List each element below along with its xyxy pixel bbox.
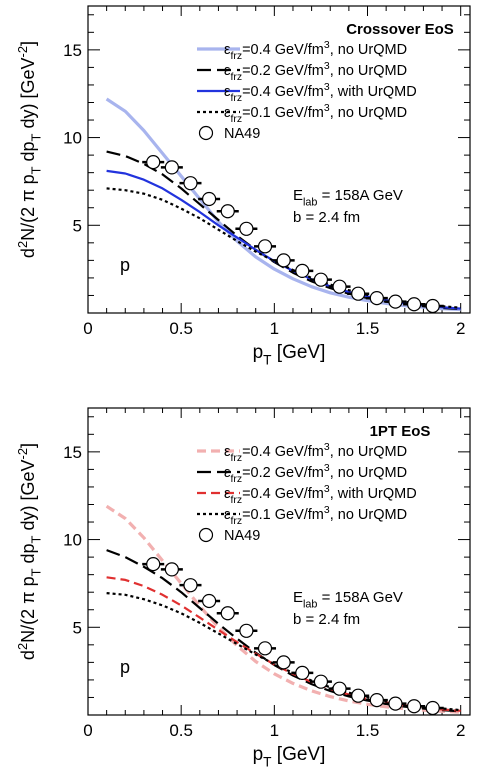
y-axis-label: d2N/(2 π pT dpT dy) [GeV-2] (15, 41, 44, 258)
y-axis-label: d2N/(2 π pT dpT dy) [GeV-2] (15, 443, 44, 660)
y-tick-label: 15 (63, 41, 82, 60)
data-point (332, 681, 347, 696)
x-axis-label: pT [GeV] (253, 744, 326, 768)
data-point (146, 557, 161, 572)
series-line-1 (105, 97, 461, 312)
energy-annotation: Elab = 158A GeV (293, 589, 403, 610)
plot-frame (87, 5, 471, 314)
chart-panel-1: 0 0.5 1 1.5 2 5 10 15 pT [GeV] d2N/(2 π pT dpT dy… (15, 5, 471, 368)
data-point (239, 221, 254, 236)
impact-annotation: b = 2.4 fm (293, 209, 360, 226)
x-tick-label: 2 (456, 319, 465, 338)
data-point (183, 578, 198, 593)
legend-marker-na49 (198, 527, 214, 543)
data-point (388, 696, 403, 711)
energy-annotation: Elab = 158A GeV (293, 187, 403, 208)
data-point (369, 290, 384, 306)
data-point (202, 191, 217, 207)
x-tick-label: 0.5 (169, 319, 193, 338)
x-tick-label: 1 (270, 721, 279, 740)
legend-label-3: εfrz=0.4 GeV/fm3, with UrQMD (224, 82, 417, 104)
series-line-2 (106, 549, 461, 713)
x-tick-label: 0.5 (169, 721, 193, 740)
data-point (388, 294, 403, 309)
legend-label-4: εfrz=0.1 GeV/fm3, no UrQMD (224, 103, 407, 125)
y-tick-label: 10 (63, 531, 82, 550)
data-point (257, 641, 273, 656)
legend-label-1: εfrz=0.4 GeV/fm3, no UrQMD (224, 40, 407, 62)
series-line-1 (105, 504, 461, 714)
chart-title: 1PT EoS (370, 423, 431, 440)
data-point (425, 700, 440, 716)
data-point (351, 286, 366, 301)
series-line-4 (106, 187, 461, 309)
impact-annotation: b = 2.4 fm (293, 611, 360, 628)
y-tick-label: 10 (63, 129, 82, 148)
data-point (295, 263, 310, 278)
y-tick-label: 15 (63, 443, 82, 462)
series-line-3 (106, 169, 461, 310)
legend-label-na49: NA49 (224, 528, 260, 544)
data-point (276, 655, 291, 670)
data-point (164, 562, 179, 577)
legend-label-1: εfrz=0.4 GeV/fm3, no UrQMD (224, 442, 407, 464)
data-point (257, 239, 273, 254)
data-point (313, 674, 329, 689)
data-point (220, 204, 235, 219)
data-point (276, 253, 291, 268)
legend-label-4: εfrz=0.1 GeV/fm3, no UrQMD (224, 505, 407, 527)
series-line-3 (106, 576, 461, 712)
data-point (220, 606, 235, 621)
data-point (239, 623, 254, 638)
x-axis-label: pT [GeV] (253, 342, 326, 368)
data-point (369, 692, 384, 708)
y-tick-label: 5 (73, 618, 82, 637)
data-point (183, 176, 198, 191)
series-line-4 (106, 592, 461, 712)
chart-panel-2: 0 0.5 1 1.5 2 5 10 15 pT [GeV] d2N/(2 π pT dpT dy… (15, 407, 471, 768)
y-tick-label: 5 (73, 216, 82, 235)
x-tick-label: 1 (270, 319, 279, 338)
x-tick-label: 2 (456, 721, 465, 740)
x-tick-label: 0 (83, 721, 92, 740)
legend-marker-na49 (198, 125, 214, 141)
particle-label: p (120, 657, 130, 677)
data-point (146, 155, 161, 170)
data-point (313, 272, 329, 287)
data-point (406, 699, 422, 714)
data-point (202, 593, 217, 609)
x-tick-label: 0 (83, 319, 92, 338)
legend-label-2: εfrz=0.2 GeV/fm3, no UrQMD (224, 463, 407, 485)
data-point (425, 298, 440, 314)
data-point (351, 688, 366, 703)
chart-title: Crossover EoS (346, 21, 454, 38)
data-point (332, 279, 347, 294)
particle-label: p (120, 255, 130, 275)
series-line-2 (106, 150, 461, 311)
legend-label-na49: NA49 (224, 126, 260, 142)
data-point (164, 160, 179, 175)
x-tick-label: 1.5 (356, 721, 380, 740)
legend-label-3: εfrz=0.4 GeV/fm3, with UrQMD (224, 484, 417, 506)
legend-label-2: εfrz=0.2 GeV/fm3, no UrQMD (224, 61, 407, 83)
x-tick-label: 1.5 (356, 319, 380, 338)
data-point (406, 297, 422, 312)
data-point (295, 665, 310, 680)
plot-frame (87, 407, 471, 716)
